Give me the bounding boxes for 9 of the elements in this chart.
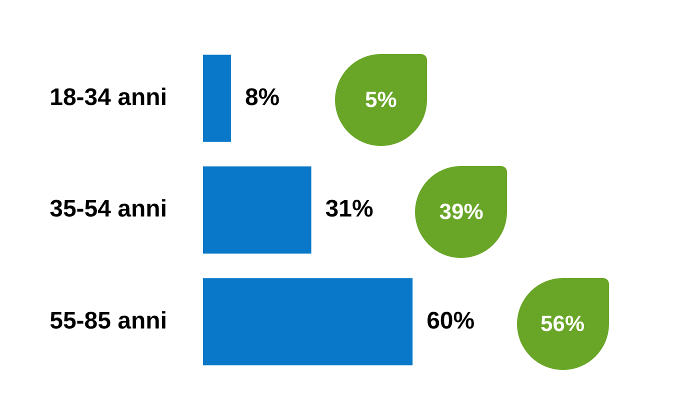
y-tick-label: 55-85 anni — [50, 307, 167, 334]
y-tick-label: 18-34 anni — [50, 84, 167, 111]
data-label: 60% — [426, 307, 475, 334]
annotation: 5% — [365, 87, 397, 114]
data-label: 8% — [244, 84, 280, 111]
text: 39% — [439, 199, 484, 225]
text: 56% — [540, 310, 585, 337]
y-tick-label: 35-54 anni — [50, 196, 167, 223]
data-label: 31% — [325, 196, 374, 223]
